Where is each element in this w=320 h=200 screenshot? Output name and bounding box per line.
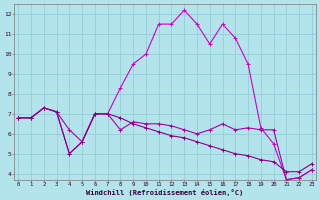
X-axis label: Windchill (Refroidissement éolien,°C): Windchill (Refroidissement éolien,°C) xyxy=(86,189,244,196)
